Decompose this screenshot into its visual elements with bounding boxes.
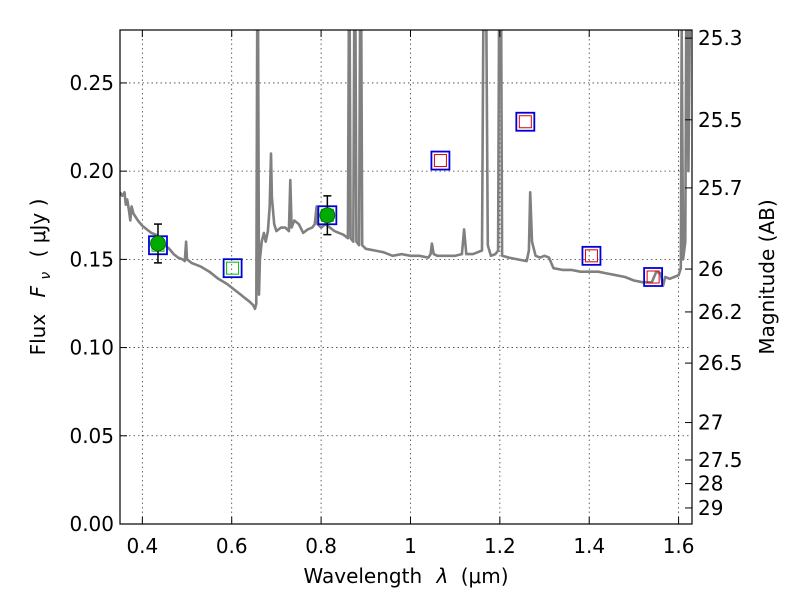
magnitude-tick-label: 26.2: [698, 300, 743, 324]
model-photometry-box: [222, 258, 243, 279]
observed-flux-point: [150, 235, 166, 252]
y-axis-label-unit: ( μJy ): [26, 199, 50, 258]
ticks: 0.4 0.6 0.8 1 1.2 1.4 1.6 0.00 0.05 0.10 0.15 0.20 0…: [69, 26, 742, 558]
y-tick-label: 0.05: [69, 424, 114, 448]
y-tick-label: 0.00: [69, 512, 114, 536]
model-photometry-inner-box: [433, 154, 447, 168]
magnitude-tick-label: 25.5: [698, 108, 743, 132]
x-tick-label: 1.2: [484, 534, 516, 558]
model-photometry-inner-box: [584, 249, 598, 263]
model-photometry-box: [430, 150, 451, 171]
y-axis-label-subscript: ν: [38, 272, 54, 280]
magnitude-tick-label: 27.5: [698, 448, 743, 472]
model-photometry-box: [515, 111, 536, 132]
plot-frame: [119, 29, 693, 525]
x-tick-label: 0.6: [216, 534, 248, 558]
magnitude-tick-label: 25.3: [698, 26, 743, 50]
model-spectrum-line: [120, 30, 692, 311]
y-tick-label: 0.10: [69, 336, 114, 360]
x-axis-label-unit: (μm): [461, 564, 509, 588]
x-tick-label: 1.6: [663, 534, 695, 558]
grid: [120, 30, 692, 525]
x-tick-label: 1.4: [573, 534, 605, 558]
magnitude-tick-label: 25.7: [698, 176, 743, 200]
x-tick-label: 0.4: [126, 534, 158, 558]
magnitude-tick-label: 26.5: [698, 351, 743, 375]
x-tick-label: 1: [404, 534, 417, 558]
magnitude-tick-label: 26: [698, 257, 723, 281]
model-photometry-inner-box: [646, 270, 660, 284]
spectrum-layer: [120, 30, 692, 311]
observed-flux-point: [319, 207, 336, 224]
marker-layer: [148, 111, 664, 287]
model-photometry-box: [643, 267, 664, 287]
y-tick-label: 0.15: [69, 247, 114, 271]
model-photometry-inner-box: [226, 261, 240, 275]
x-axis-label-prefix: Wavelength: [303, 564, 422, 588]
x-axis-label-symbol: λ: [436, 564, 449, 588]
model-photometry-box: [581, 245, 602, 266]
y-tick-label: 0.20: [69, 159, 114, 183]
y2-axis-label: Magnitude (AB): [755, 199, 779, 354]
magnitude-tick-label: 27: [698, 411, 723, 435]
model-photometry-inner-box: [518, 115, 532, 129]
y-axis-label-symbol: F: [26, 285, 50, 297]
y-axis-label-prefix: Flux: [26, 314, 50, 356]
y-axis-label: Flux F ν ( μJy ): [26, 199, 55, 356]
x-axis-label: Wavelength λ (μm): [303, 564, 508, 588]
y-tick-label: 0.25: [69, 71, 114, 95]
x-tick-label: 0.8: [305, 534, 337, 558]
magnitude-tick-label: 29: [698, 496, 723, 520]
magnitude-tick-label: 28: [698, 472, 723, 496]
